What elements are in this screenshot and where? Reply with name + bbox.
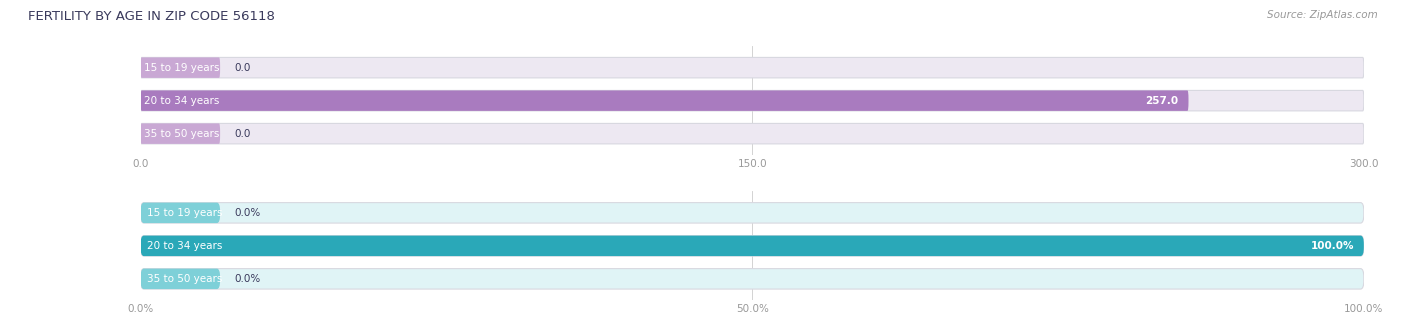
Text: 20 to 34 years: 20 to 34 years [145, 96, 219, 106]
Text: Source: ZipAtlas.com: Source: ZipAtlas.com [1267, 10, 1378, 20]
Text: 20 to 34 years: 20 to 34 years [146, 241, 222, 251]
Text: 15 to 19 years: 15 to 19 years [146, 208, 222, 218]
Text: 257.0: 257.0 [1146, 96, 1178, 106]
Text: 0.0%: 0.0% [235, 208, 262, 218]
FancyBboxPatch shape [141, 203, 221, 223]
FancyBboxPatch shape [141, 269, 1364, 289]
Text: 15 to 19 years: 15 to 19 years [145, 63, 219, 73]
Text: 0.0: 0.0 [235, 63, 252, 73]
Text: FERTILITY BY AGE IN ZIP CODE 56118: FERTILITY BY AGE IN ZIP CODE 56118 [28, 10, 276, 23]
FancyBboxPatch shape [141, 203, 1364, 223]
FancyBboxPatch shape [141, 236, 1364, 256]
FancyBboxPatch shape [141, 236, 1364, 256]
FancyBboxPatch shape [141, 123, 1364, 144]
Text: 100.0%: 100.0% [1310, 241, 1354, 251]
Text: 35 to 50 years: 35 to 50 years [145, 129, 219, 139]
FancyBboxPatch shape [141, 269, 221, 289]
FancyBboxPatch shape [141, 90, 1188, 111]
Text: 0.0: 0.0 [235, 129, 252, 139]
FancyBboxPatch shape [141, 90, 1364, 111]
Text: 0.0%: 0.0% [235, 274, 262, 284]
FancyBboxPatch shape [141, 57, 221, 78]
Text: 35 to 50 years: 35 to 50 years [146, 274, 222, 284]
FancyBboxPatch shape [141, 123, 221, 144]
FancyBboxPatch shape [141, 57, 1364, 78]
